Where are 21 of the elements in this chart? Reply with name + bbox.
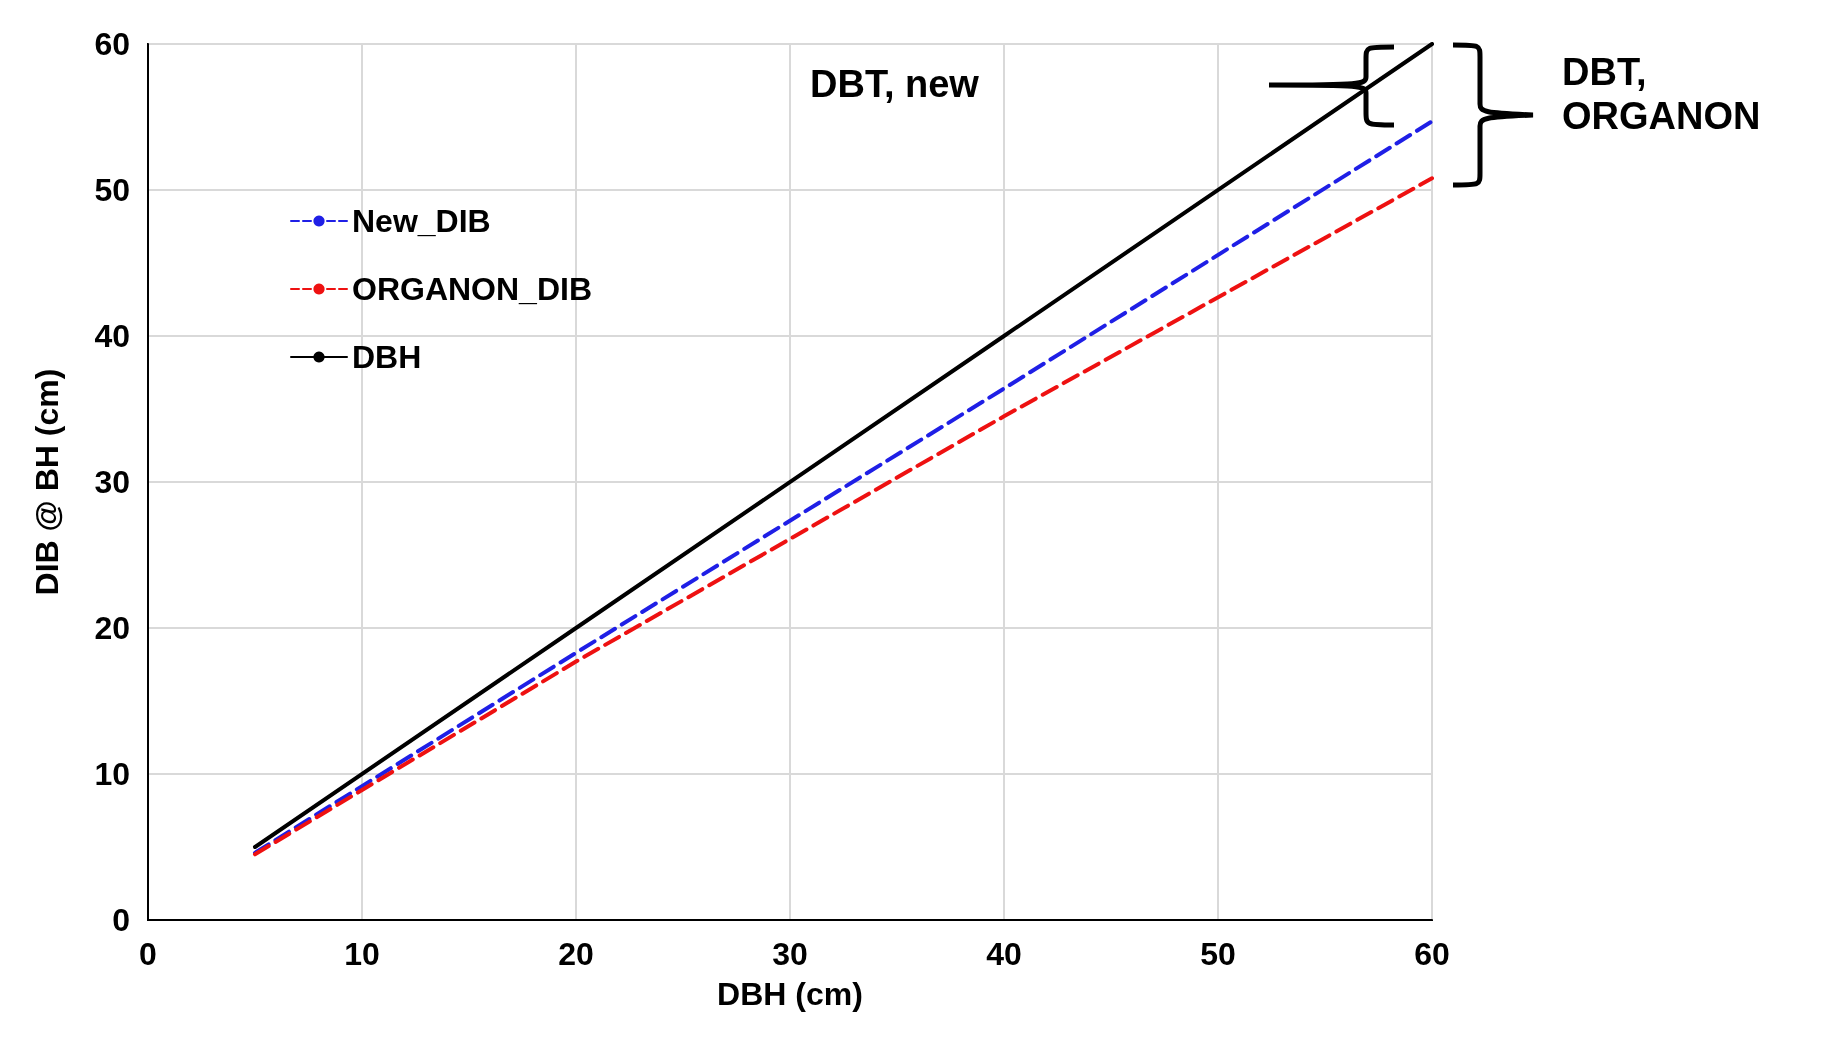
x-tick-label: 40 [986, 936, 1022, 972]
text: DBT, ORGANON [1562, 50, 1762, 138]
y-axis-title: DIB @ BH (cm) [29, 368, 65, 596]
x-axis-title: DBH (cm) [717, 976, 863, 1012]
y-tick-label: 10 [94, 756, 130, 792]
x-tick-label: 60 [1414, 936, 1450, 972]
y-tick-label: 50 [94, 172, 130, 208]
y-tick-label: 30 [94, 464, 130, 500]
y-tick-label: 0 [112, 902, 130, 938]
x-tick-label: 30 [772, 936, 808, 972]
x-tick-label: 0 [139, 936, 157, 972]
x-tick-label: 20 [558, 936, 594, 972]
y-tick-label: 60 [94, 26, 130, 62]
annotation: DBT, new [810, 62, 979, 106]
y-tick-label: 20 [94, 610, 130, 646]
legend-label: ORGANON_DIB [352, 271, 593, 307]
y-tick-label: 40 [94, 318, 130, 354]
legend-label: DBH [352, 339, 422, 375]
legend-label: New_DIB [352, 203, 491, 239]
x-tick-label: 50 [1200, 936, 1236, 972]
x-tick-label: 10 [344, 936, 380, 972]
